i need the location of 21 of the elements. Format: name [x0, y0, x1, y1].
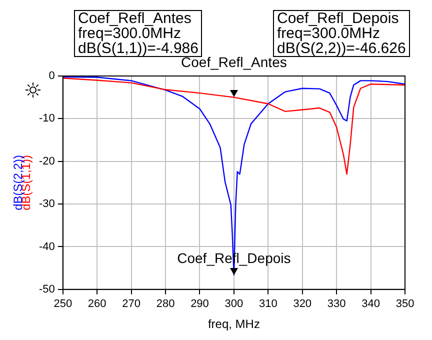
y-tick-label: -20: [38, 155, 55, 168]
x-tick-label: 280: [156, 298, 175, 310]
y-tick-label: -30: [38, 198, 55, 210]
x-tick-label: 250: [54, 298, 72, 310]
x-tick-label: 330: [327, 298, 346, 310]
text: Coef_Refl_Antes freq=300.0MHz dB(S(1,1))=-4.986: [74, 10, 202, 57]
x-tick-label: 300: [224, 298, 244, 310]
x-tick-label: 340: [362, 298, 380, 310]
annotation: Coef_Refl_Antes: [181, 54, 287, 70]
x-tick-label: 290: [190, 298, 209, 310]
x-axis-title: freq, MHz: [208, 317, 260, 332]
x-tick-label: 310: [258, 298, 278, 310]
x-tick-label: 270: [122, 298, 140, 310]
x-tick-label: 350: [396, 298, 414, 310]
text: Coef_Refl_Depois freq=300.0MHz dB(S(2,2))=-46.626: [273, 10, 410, 57]
x-tick-label: 320: [293, 298, 312, 310]
x-tick-label: 260: [88, 298, 106, 310]
y-tick-label: 0: [48, 70, 55, 82]
y-tick-label: -40: [38, 240, 55, 253]
y-tick-label: -50: [38, 283, 55, 296]
y-tick-label: -10: [38, 112, 55, 125]
